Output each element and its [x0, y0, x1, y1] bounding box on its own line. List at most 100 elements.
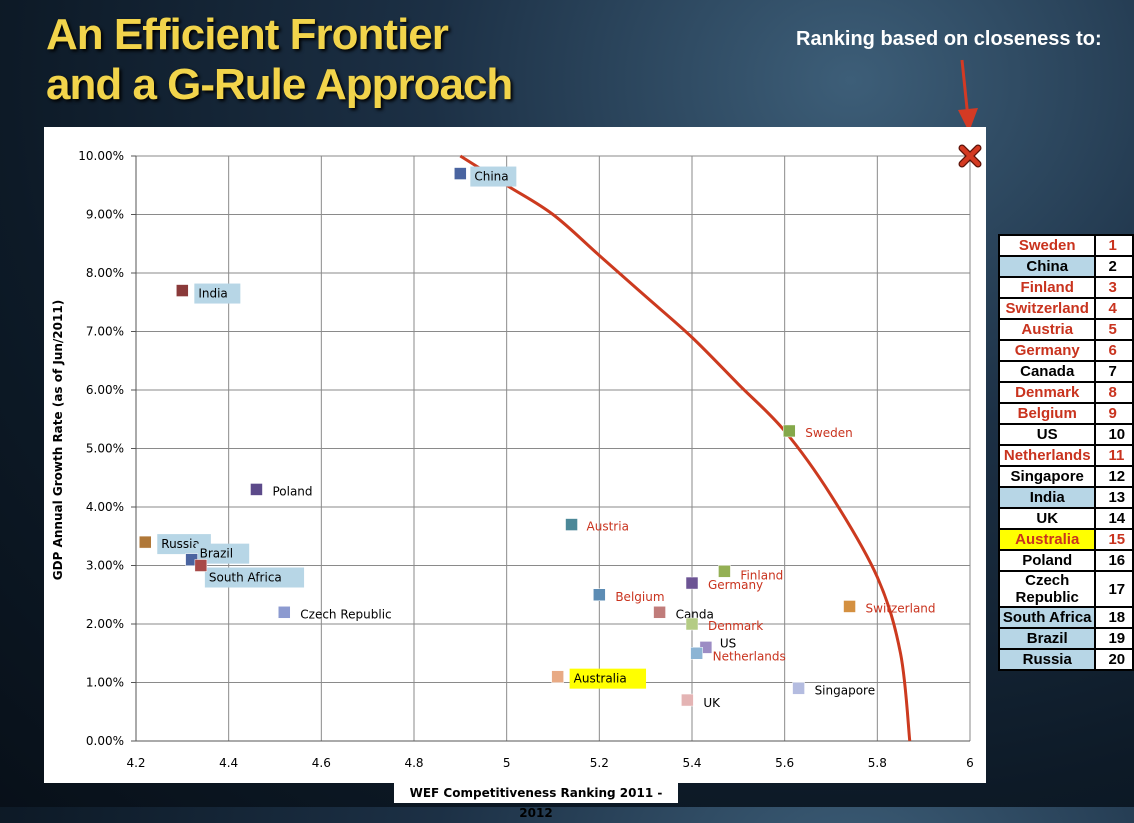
ranking-number: 5 — [1094, 318, 1134, 341]
point-label-us: US — [720, 636, 736, 650]
x-tick-label: 5 — [503, 756, 511, 770]
y-tick-label: 8.00% — [86, 266, 124, 280]
ranking-country: Australia — [997, 528, 1097, 551]
ranking-country: Germany — [997, 339, 1097, 362]
label-highlight-australia — [569, 668, 647, 689]
x-mark-stroke-b — [959, 145, 981, 167]
y-tick-label: 4.00% — [86, 500, 124, 514]
x-tick-label: 6 — [966, 756, 974, 770]
ranking-country: US — [997, 423, 1097, 446]
point-label-russia: Russia — [161, 537, 200, 551]
ranking-number: 15 — [1094, 528, 1134, 551]
ranking-number: 19 — [1094, 627, 1134, 650]
ranking-row: Czech Republic 17 — [997, 570, 1134, 608]
ranking-row: Poland 16 — [997, 549, 1134, 572]
y-tick-label: 9.00% — [86, 208, 124, 222]
label-highlight-south-africa — [204, 567, 305, 588]
y-tick-label: 6.00% — [86, 383, 124, 397]
point-singapore — [792, 682, 805, 695]
point-label-uk: UK — [703, 696, 721, 710]
ranking-number: 4 — [1094, 297, 1134, 320]
x-tick-label: 4.4 — [219, 756, 238, 770]
point-label-switzerland: Switzerland — [866, 601, 936, 615]
ranking-number: 1 — [1094, 234, 1134, 257]
x-tick-label: 4.2 — [126, 756, 145, 770]
x-tick-label: 4.8 — [404, 756, 423, 770]
point-germany — [685, 576, 699, 590]
ranking-row: India 13 — [997, 486, 1134, 509]
ranking-country: Finland — [997, 276, 1097, 299]
point-switzerland — [843, 600, 856, 613]
point-label-austria: Austria — [587, 520, 629, 534]
ranking-country: Poland — [997, 549, 1097, 572]
ranking-row: Belgium 9 — [997, 402, 1134, 425]
ranking-row: South Africa 18 — [997, 606, 1134, 629]
point-sweden — [783, 424, 796, 438]
point-austria — [565, 518, 578, 531]
ranking-row: Austria 5 — [997, 318, 1134, 341]
x-tick-label: 5.4 — [682, 756, 701, 770]
x-tick-label: 5.8 — [868, 756, 887, 770]
x-axis-label: WEF Competitiveness Ranking 2011 - 2012 — [394, 783, 678, 820]
frontier-curve-layer — [459, 154, 912, 742]
point-poland — [250, 483, 263, 496]
ranking-row: Russia 20 — [997, 648, 1134, 671]
ranking-row: US 10 — [997, 423, 1134, 446]
label-highlight-china — [470, 166, 517, 187]
ranking-country: Switzerland — [997, 297, 1097, 320]
chart-gridlines — [135, 155, 971, 742]
point-canda — [653, 606, 666, 619]
y-tick-label: 10.00% — [78, 149, 124, 163]
point-label-canda: Canda — [676, 607, 714, 621]
ranking-row: Germany 6 — [997, 339, 1134, 362]
ranking-row: Sweden 1 — [997, 234, 1134, 257]
point-label-finland: Finland — [740, 568, 783, 582]
title-line-1: An Efficient Frontier — [46, 10, 449, 59]
ranking-country: Austria — [997, 318, 1097, 341]
point-label-australia: Australia — [574, 672, 627, 686]
ranking-number: 13 — [1094, 486, 1134, 509]
ranking-row: Denmark 8 — [997, 381, 1134, 404]
x-tick-label: 4.6 — [312, 756, 331, 770]
point-uk — [681, 693, 694, 707]
ranking-caption: Ranking based on closeness to: — [796, 28, 1102, 50]
ranking-country: Netherlands — [997, 444, 1097, 467]
ranking-country: Brazil — [997, 627, 1097, 650]
point-label-poland: Poland — [272, 484, 312, 498]
ranking-row: Brazil 19 — [997, 627, 1134, 650]
ranking-number: 17 — [1094, 570, 1134, 608]
point-china — [454, 167, 467, 180]
ranking-number: 11 — [1094, 444, 1134, 467]
point-label-brazil: Brazil — [200, 547, 234, 561]
ranking-row: Netherlands 11 — [997, 444, 1134, 467]
point-czech-republic — [278, 606, 291, 619]
point-south-africa — [194, 559, 208, 572]
ranking-country: UK — [997, 507, 1097, 530]
chart-panel — [44, 127, 986, 783]
point-australia — [551, 670, 564, 683]
ranking-row: UK 14 — [997, 507, 1134, 530]
point-denmark — [685, 617, 699, 631]
title-line-2: and a G-Rule Approach — [46, 60, 513, 109]
ranking-number: 6 — [1094, 339, 1134, 362]
point-label-denmark: Denmark — [708, 619, 763, 633]
y-tick-label: 1.00% — [86, 676, 124, 690]
ranking-row: Canada 7 — [997, 360, 1134, 383]
ranking-number: 18 — [1094, 606, 1134, 629]
ranking-country: Czech Republic — [997, 570, 1097, 608]
y-axis-label: GDP Annual Growth Rate (as of Jun/2011) — [51, 300, 65, 580]
y-tick-label: 3.00% — [86, 559, 124, 573]
ranking-country: Belgium — [997, 402, 1097, 425]
point-finland — [718, 565, 731, 578]
ranking-number: 8 — [1094, 381, 1134, 404]
point-label-india: India — [198, 287, 227, 301]
x-mark-icon — [958, 144, 982, 168]
ranking-country: China — [997, 255, 1097, 278]
ranking-country: Canada — [997, 360, 1097, 383]
x-tick-label: 5.2 — [590, 756, 609, 770]
ranking-row: China 2 — [997, 255, 1134, 278]
slide-title: An Efficient Frontier and a G-Rule Appro… — [46, 10, 513, 110]
point-label-czech-republic: Czech Republic — [300, 607, 391, 621]
ranking-row: Finland 3 — [997, 276, 1134, 299]
